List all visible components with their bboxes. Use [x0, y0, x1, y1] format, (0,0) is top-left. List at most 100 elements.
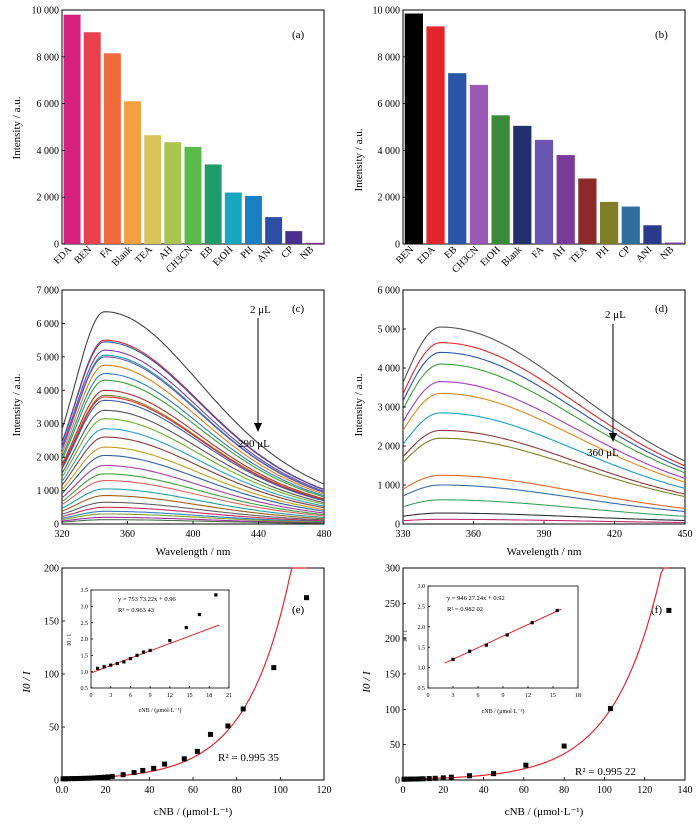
chart-f-inset-xlabel: cNB / (μmol·L⁻¹): [482, 708, 525, 715]
chart-d-annotation-bottom: 360 μL: [587, 447, 619, 459]
chart-f-xtick-label: 140: [678, 785, 693, 796]
chart-a-bar: [164, 142, 182, 244]
chart-f-ytick-label: 0: [395, 776, 400, 787]
chart-e-inset-point: [184, 625, 188, 630]
chart-e-inset-point: [95, 666, 100, 670]
chart-e-xticks: 0.0 20 40 60 80 100 120: [56, 777, 332, 796]
chart-e-inset-r2: R² = 0.963 43: [118, 607, 154, 614]
chart-e-point: [62, 776, 68, 782]
chart-c-spectrum-line: [61, 506, 325, 522]
chart-e-point: [82, 775, 88, 781]
chart-e-inset-xticks: 0 3 6 9 12 15 18 21: [90, 686, 232, 699]
bar-chart-b: (b) Intensity / a.u. 0 2 000 4 000 6 000 8 0…: [353, 6, 686, 276]
chart-c-xtick-label: 440: [251, 529, 266, 540]
chart-c-spectrum-line: [61, 341, 325, 491]
chart-e-inset-points: [95, 593, 218, 670]
chart-b-category-label: TEA: [568, 244, 590, 266]
chart-b-category-label: FA: [530, 244, 547, 261]
chart-c-spectrum-line: [61, 409, 325, 504]
chart-d-ylabel: Intensity / a.u.: [353, 373, 365, 436]
chart-d-spectrum-line: [402, 351, 686, 470]
chart-c-spectrum-line: [61, 513, 324, 523]
chart-e-inset-xlabel: cNB / (μmol·L⁻¹): [139, 707, 182, 714]
chart-e-inset-ytick-label: 3.5: [81, 588, 89, 594]
chart-d-spectrum-line: [402, 499, 686, 517]
chart-f-inset-point: [505, 633, 509, 637]
chart-c-spectrum-line: [61, 488, 325, 518]
chart-f-inset-ytick-label: 2.0: [418, 625, 426, 631]
chart-d-xtick-label: 420: [607, 529, 622, 540]
chart-e-ytick-label: 50: [49, 723, 59, 734]
chart-e-inset-equation: y = 753 73.22x + 0.96: [118, 596, 176, 603]
chart-e-xtick-label: 100: [273, 785, 288, 796]
chart-d-arrow-head: [609, 433, 617, 442]
chart-c-spectrum-line: [61, 495, 325, 520]
chart-a-yticks: 0 2 000 4 000 6 000 8 000 10 000: [32, 6, 65, 251]
chart-b-category-label: EtOH: [478, 244, 502, 268]
chart-c-curves: [61, 311, 325, 524]
chart-f-inset-point: [530, 621, 534, 625]
chart-b-bar: [665, 242, 684, 244]
chart-e-inset-xtick-label: 15: [187, 693, 193, 699]
chart-f-frame: [402, 567, 686, 781]
chart-f-inset-xtick-label: 9: [502, 693, 505, 699]
chart-c-annotation-top: 2 μL: [250, 304, 271, 316]
chart-f-inset-ylabel: I0 / I: [403, 630, 409, 642]
chart-f-point: [420, 776, 426, 782]
chart-e-point: [162, 761, 168, 767]
chart-e-point: [79, 775, 85, 781]
chart-f-xtick-label: 80: [559, 785, 569, 796]
chart-f-fit-curve: [403, 567, 669, 780]
chart-e-inset-xtick-label: 6: [129, 693, 132, 699]
chart-f-inset-fit-line: [444, 608, 562, 664]
chart-c-spectrum-line: [61, 399, 325, 502]
chart-e-inset-point: [128, 657, 133, 661]
chart-a-bar: [184, 146, 202, 244]
chart-f-inset-xtick-label: 3: [452, 693, 455, 699]
chart-d-ytick-label: 1 000: [378, 481, 401, 492]
chart-d-curves: [402, 326, 686, 524]
chart-d-ytick-label: 6 000: [378, 286, 401, 297]
chart-e-inset-point: [141, 650, 146, 654]
chart-b-category-label: CP: [616, 244, 633, 261]
chart-f-ytick-label: 100: [385, 705, 400, 716]
chart-a-ytick-label: 0: [54, 240, 59, 251]
chart-b-category-label: NB: [659, 244, 677, 262]
chart-e-panel-label: (e): [292, 604, 305, 616]
chart-b-bar: [513, 125, 532, 244]
chart-b-category-label: PH: [594, 244, 611, 261]
chart-f-point: [666, 607, 672, 613]
chart-e-point: [92, 775, 98, 781]
chart-f-xtick-label: 0: [401, 785, 406, 796]
chart-f-points: [401, 607, 672, 782]
chart-e-point: [66, 776, 72, 782]
chart-f-xlabel: cNB / (μmol·L⁻¹): [505, 806, 584, 818]
chart-e-inset-fit-line: [90, 624, 220, 674]
chart-c-spectrum-line: [61, 516, 324, 524]
chart-a-ytick-label: 10 000: [32, 6, 60, 17]
chart-b-bars: [404, 13, 684, 245]
chart-d-xtick-label: 330: [396, 529, 411, 540]
spectra-chart-c: (c) Intensity / a.u. Wavelength / nm 0 1 …: [11, 286, 332, 559]
chart-f-r2: R² = 0.995 22: [575, 766, 636, 778]
chart-b-ytick-label: 8 000: [378, 52, 401, 63]
chart-c-spectrum-line: [61, 379, 325, 498]
chart-d-ytick-label: 2 000: [378, 442, 401, 453]
chart-e-point: [109, 773, 115, 779]
chart-a-panel-label: (a): [292, 29, 305, 41]
chart-e-inset-ytick-label: 3.0: [81, 604, 89, 610]
chart-a-category-label: ANI: [255, 244, 275, 264]
chart-c-spectrum-line: [61, 479, 325, 517]
chart-a-bars: [63, 14, 323, 245]
chart-f-xtick-label: 20: [438, 785, 448, 796]
chart-f-inset-xtick-label: 6: [477, 693, 480, 699]
chart-f-fit: [403, 567, 669, 780]
chart-f-point: [401, 776, 407, 782]
chart-f-inset-yticks: 0.5 1.0 1.5 2.0 2.5 3.0: [418, 584, 430, 692]
chart-d-spectrum-line: [402, 512, 686, 522]
chart-f-inset-point: [451, 657, 455, 662]
chart-d-xtick-label: 450: [678, 529, 693, 540]
chart-f-point: [404, 776, 410, 782]
